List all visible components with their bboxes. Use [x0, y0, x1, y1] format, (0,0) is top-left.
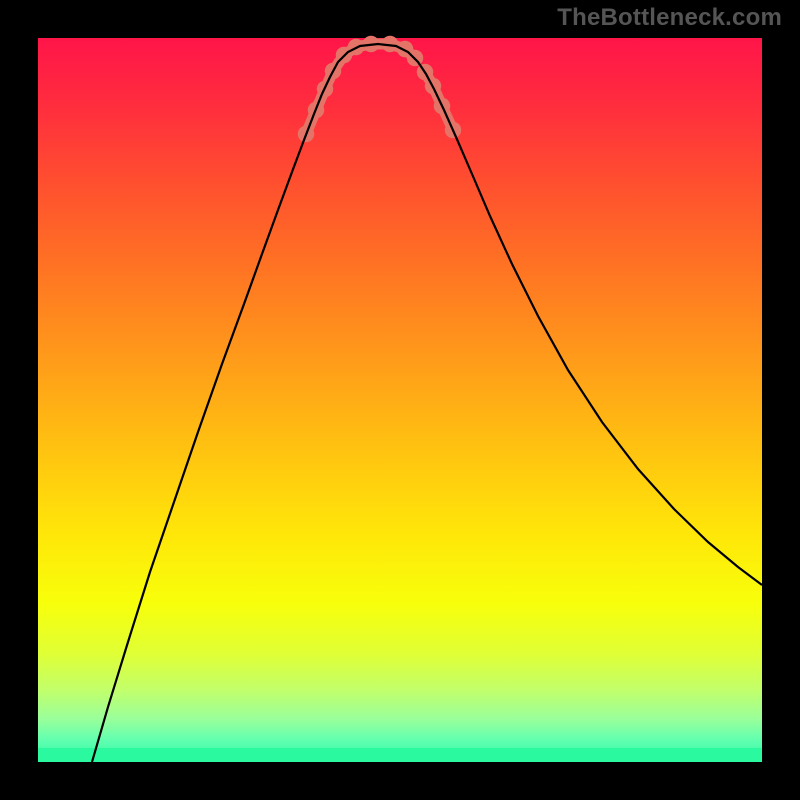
chart-svg — [0, 0, 800, 800]
plot-background — [38, 38, 762, 762]
watermark-text: TheBottleneck.com — [557, 4, 782, 32]
plot-bottom-band — [38, 748, 762, 762]
chart-frame: TheBottleneck.com — [0, 0, 800, 800]
